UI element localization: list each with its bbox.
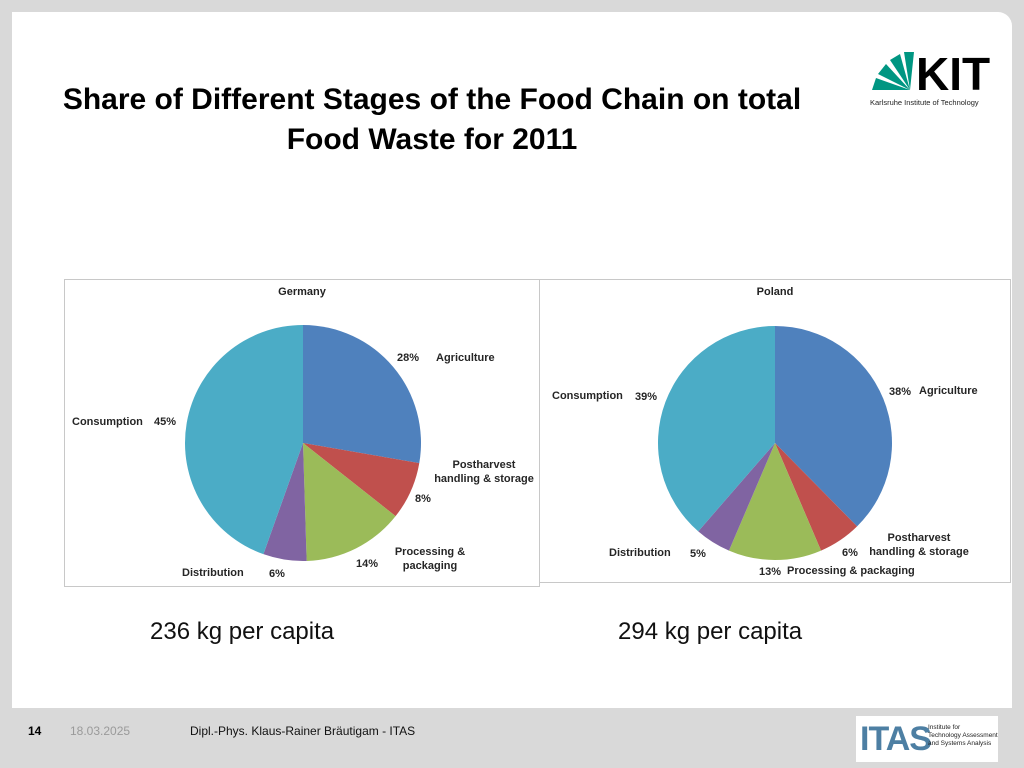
label-poland-postharvest-line2: handling & storage	[869, 546, 969, 558]
label-germany-postharvest-line2: handling & storage	[434, 473, 534, 485]
chart-poland: Poland 38% Agriculture Postharvest handl…	[539, 279, 1011, 583]
chart-title-poland: Poland	[756, 286, 794, 298]
kit-logo-text: KIT	[916, 48, 990, 100]
label-poland-postharvest-pct: 6%	[842, 547, 858, 559]
pie-slice-germany-distribution	[263, 443, 307, 561]
germany-per-capita: 236 kg per capita	[150, 618, 335, 645]
label-poland-consumption: Consumption	[552, 390, 623, 402]
itas-logo-line2: Technology Assessment	[928, 732, 998, 739]
label-poland-postharvest-line1: Postharvest	[887, 532, 951, 544]
label-poland-agriculture-pct: 38%	[889, 386, 912, 398]
itas-logo-text: ITAS	[860, 720, 932, 758]
label-germany-processing: Processing & packaging	[389, 545, 471, 573]
pie-slice-germany-processing	[303, 443, 396, 561]
footer-date: 18.03.2025	[70, 724, 131, 738]
pie-slice-poland-processing	[728, 443, 822, 560]
footer: 14 18.03.2025 Dipl.-Phys. Klaus-Rainer B…	[0, 708, 1024, 768]
slide: Share of Different Stages of the Food Ch…	[12, 12, 1012, 708]
slide-title: Share of Different Stages of the Food Ch…	[62, 83, 802, 156]
label-germany-distribution: Distribution	[182, 567, 244, 579]
pie-slice-poland-agriculture	[775, 326, 893, 527]
label-germany-agriculture: Agriculture	[436, 352, 495, 364]
label-germany-distribution-pct: 6%	[269, 568, 285, 580]
label-poland-agriculture: Agriculture	[919, 385, 978, 397]
label-poland-processing-pct: 13%	[759, 566, 782, 578]
pie-slice-poland-consumption	[658, 326, 775, 532]
label-germany-postharvest-line1: Postharvest	[452, 459, 516, 471]
label-germany-postharvest-pct: 8%	[415, 493, 431, 505]
footer-author: Dipl.-Phys. Klaus-Rainer Bräutigam - ITA…	[190, 724, 416, 738]
label-germany-consumption: Consumption	[72, 416, 143, 428]
pie-slice-germany-agriculture	[303, 325, 421, 464]
label-poland-processing: Processing & packaging	[787, 565, 915, 577]
label-germany-processing-pct: 14%	[356, 558, 379, 570]
label-poland-distribution: Distribution	[609, 547, 671, 559]
pie-poland	[658, 326, 893, 560]
pie-slice-poland-postharvest	[775, 443, 858, 551]
itas-logo-line3: and Systems Analysis	[928, 740, 992, 747]
label-germany-postharvest: Postharvest handling & storage	[431, 458, 537, 486]
itas-logo-line1: Institute for	[928, 724, 961, 731]
label-poland-distribution-pct: 5%	[690, 548, 706, 560]
pie-slice-germany-postharvest	[303, 443, 420, 517]
kit-logo-subtitle: Karlsruhe Institute of Technology	[870, 98, 979, 107]
kit-fan-icon	[872, 52, 914, 90]
pie-germany	[185, 325, 421, 561]
label-poland-consumption-pct: 39%	[635, 391, 658, 403]
kit-logo: KIT	[872, 48, 990, 100]
poland-per-capita: 294 kg per capita	[618, 618, 803, 645]
itas-logo-subtitle: Institute for Technology Assessment and …	[928, 724, 998, 748]
itas-logo: ITAS Institute for Technology Assessment…	[856, 716, 998, 762]
chart-germany: Germany 28% Agriculture Postharvest hand…	[64, 279, 540, 587]
chart-title-germany: Germany	[278, 286, 326, 298]
pie-slice-germany-consumption	[185, 325, 303, 555]
label-germany-processing-line2: packaging	[402, 560, 458, 572]
pie-slice-poland-distribution	[698, 443, 775, 551]
label-germany-consumption-pct: 45%	[154, 416, 177, 428]
page-number: 14	[28, 724, 42, 738]
label-germany-agriculture-pct: 28%	[397, 352, 420, 364]
label-poland-postharvest: Postharvest handling & storage	[866, 531, 972, 559]
label-germany-processing-line1: Processing &	[394, 546, 466, 558]
